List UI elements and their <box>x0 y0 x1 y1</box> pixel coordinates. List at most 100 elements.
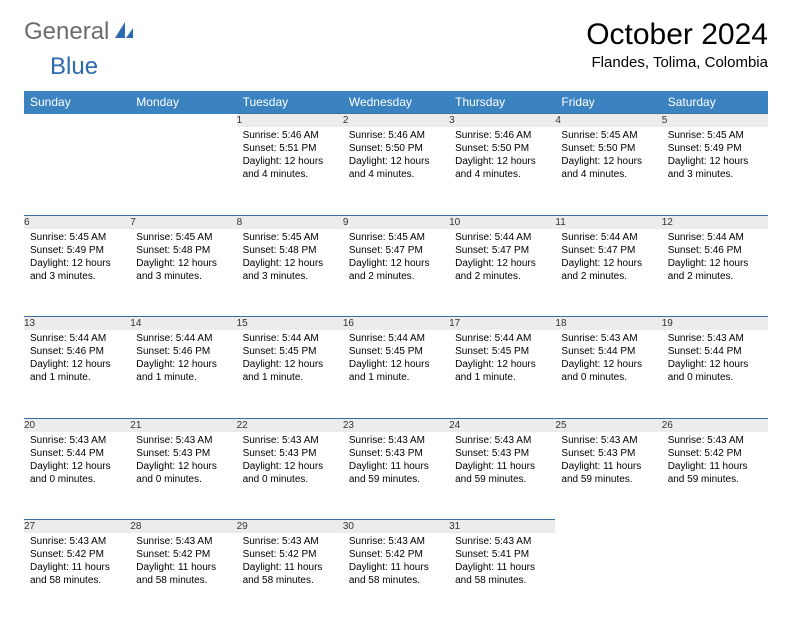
day-cell-body: Sunrise: 5:43 AMSunset: 5:43 PMDaylight:… <box>237 432 343 492</box>
sunrise-line: Sunrise: 5:43 AM <box>136 535 230 548</box>
day-header: Friday <box>555 91 661 114</box>
day-number: 15 <box>237 317 343 331</box>
sunrise-line: Sunrise: 5:45 AM <box>668 129 762 142</box>
day-cell: Sunrise: 5:44 AMSunset: 5:45 PMDaylight:… <box>343 330 449 418</box>
sunset-line: Sunset: 5:46 PM <box>136 345 230 358</box>
day-cell: Sunrise: 5:46 AMSunset: 5:50 PMDaylight:… <box>449 127 555 215</box>
sunset-line: Sunset: 5:47 PM <box>349 244 443 257</box>
day-number: 18 <box>555 317 661 331</box>
daylight-line: Daylight: 12 hours and 1 minute. <box>349 358 443 384</box>
daylight-line: Daylight: 12 hours and 4 minutes. <box>455 155 549 181</box>
day-cell-body: Sunrise: 5:44 AMSunset: 5:46 PMDaylight:… <box>662 229 768 289</box>
day-number: 11 <box>555 215 661 229</box>
week-daynum-row: 20212223242526 <box>24 418 768 432</box>
sunrise-line: Sunrise: 5:44 AM <box>136 332 230 345</box>
sunrise-line: Sunrise: 5:45 AM <box>136 231 230 244</box>
day-cell: Sunrise: 5:43 AMSunset: 5:43 PMDaylight:… <box>237 432 343 520</box>
daylight-line: Daylight: 11 hours and 58 minutes. <box>136 561 230 587</box>
sunset-line: Sunset: 5:43 PM <box>455 447 549 460</box>
day-cell: Sunrise: 5:44 AMSunset: 5:47 PMDaylight:… <box>449 229 555 317</box>
week-daynum-row: 6789101112 <box>24 215 768 229</box>
day-cell-body: Sunrise: 5:43 AMSunset: 5:42 PMDaylight:… <box>662 432 768 492</box>
week-body-row: Sunrise: 5:45 AMSunset: 5:49 PMDaylight:… <box>24 229 768 317</box>
day-cell: Sunrise: 5:44 AMSunset: 5:47 PMDaylight:… <box>555 229 661 317</box>
day-number: 6 <box>24 215 130 229</box>
day-cell: Sunrise: 5:43 AMSunset: 5:44 PMDaylight:… <box>555 330 661 418</box>
sunrise-line: Sunrise: 5:44 AM <box>668 231 762 244</box>
day-cell: Sunrise: 5:43 AMSunset: 5:42 PMDaylight:… <box>130 533 236 621</box>
sunset-line: Sunset: 5:50 PM <box>349 142 443 155</box>
sunset-line: Sunset: 5:49 PM <box>30 244 124 257</box>
calendar-table: SundayMondayTuesdayWednesdayThursdayFrid… <box>24 91 768 621</box>
empty-cell <box>662 520 768 534</box>
sunset-line: Sunset: 5:49 PM <box>668 142 762 155</box>
week-daynum-row: 13141516171819 <box>24 317 768 331</box>
sunrise-line: Sunrise: 5:43 AM <box>30 434 124 447</box>
sunset-line: Sunset: 5:44 PM <box>561 345 655 358</box>
day-header: Monday <box>130 91 236 114</box>
sunrise-line: Sunrise: 5:43 AM <box>455 434 549 447</box>
daylight-line: Daylight: 12 hours and 3 minutes. <box>30 257 124 283</box>
day-cell: Sunrise: 5:43 AMSunset: 5:42 PMDaylight:… <box>662 432 768 520</box>
sunrise-line: Sunrise: 5:43 AM <box>455 535 549 548</box>
sunrise-line: Sunrise: 5:45 AM <box>30 231 124 244</box>
daylight-line: Daylight: 12 hours and 0 minutes. <box>30 460 124 486</box>
week-body-row: Sunrise: 5:43 AMSunset: 5:42 PMDaylight:… <box>24 533 768 621</box>
day-header-row: SundayMondayTuesdayWednesdayThursdayFrid… <box>24 91 768 114</box>
sunset-line: Sunset: 5:42 PM <box>349 548 443 561</box>
day-cell-body: Sunrise: 5:43 AMSunset: 5:44 PMDaylight:… <box>662 330 768 390</box>
day-cell: Sunrise: 5:44 AMSunset: 5:45 PMDaylight:… <box>237 330 343 418</box>
daylight-line: Daylight: 12 hours and 2 minutes. <box>561 257 655 283</box>
day-number: 28 <box>130 520 236 534</box>
daylight-line: Daylight: 11 hours and 59 minutes. <box>561 460 655 486</box>
day-cell: Sunrise: 5:43 AMSunset: 5:43 PMDaylight:… <box>449 432 555 520</box>
day-cell-body: Sunrise: 5:46 AMSunset: 5:51 PMDaylight:… <box>237 127 343 187</box>
sunrise-line: Sunrise: 5:43 AM <box>349 535 443 548</box>
sunrise-line: Sunrise: 5:45 AM <box>561 129 655 142</box>
sunset-line: Sunset: 5:50 PM <box>561 142 655 155</box>
empty-cell <box>130 127 236 215</box>
empty-cell <box>662 533 768 621</box>
daylight-line: Daylight: 12 hours and 4 minutes. <box>349 155 443 181</box>
day-cell: Sunrise: 5:44 AMSunset: 5:46 PMDaylight:… <box>24 330 130 418</box>
daylight-line: Daylight: 12 hours and 2 minutes. <box>349 257 443 283</box>
sunset-line: Sunset: 5:44 PM <box>668 345 762 358</box>
daylight-line: Daylight: 12 hours and 3 minutes. <box>136 257 230 283</box>
daylight-line: Daylight: 11 hours and 59 minutes. <box>668 460 762 486</box>
day-number: 1 <box>237 114 343 128</box>
sunrise-line: Sunrise: 5:44 AM <box>455 231 549 244</box>
sunrise-line: Sunrise: 5:44 AM <box>349 332 443 345</box>
sunrise-line: Sunrise: 5:44 AM <box>243 332 337 345</box>
sunset-line: Sunset: 5:46 PM <box>668 244 762 257</box>
day-cell: Sunrise: 5:43 AMSunset: 5:43 PMDaylight:… <box>130 432 236 520</box>
day-cell-body: Sunrise: 5:43 AMSunset: 5:42 PMDaylight:… <box>130 533 236 593</box>
week-daynum-row: 12345 <box>24 114 768 128</box>
day-cell-body: Sunrise: 5:45 AMSunset: 5:50 PMDaylight:… <box>555 127 661 187</box>
daylight-line: Daylight: 12 hours and 1 minute. <box>30 358 124 384</box>
daylight-line: Daylight: 12 hours and 1 minute. <box>243 358 337 384</box>
day-cell-body: Sunrise: 5:43 AMSunset: 5:43 PMDaylight:… <box>343 432 449 492</box>
empty-cell <box>555 533 661 621</box>
day-cell: Sunrise: 5:45 AMSunset: 5:48 PMDaylight:… <box>237 229 343 317</box>
day-cell-body: Sunrise: 5:44 AMSunset: 5:45 PMDaylight:… <box>449 330 555 390</box>
day-cell-body: Sunrise: 5:44 AMSunset: 5:47 PMDaylight:… <box>449 229 555 289</box>
sunrise-line: Sunrise: 5:46 AM <box>243 129 337 142</box>
sunset-line: Sunset: 5:42 PM <box>243 548 337 561</box>
day-cell: Sunrise: 5:43 AMSunset: 5:42 PMDaylight:… <box>237 533 343 621</box>
week-body-row: Sunrise: 5:46 AMSunset: 5:51 PMDaylight:… <box>24 127 768 215</box>
day-cell: Sunrise: 5:45 AMSunset: 5:47 PMDaylight:… <box>343 229 449 317</box>
sunset-line: Sunset: 5:42 PM <box>30 548 124 561</box>
day-number: 20 <box>24 418 130 432</box>
day-number: 16 <box>343 317 449 331</box>
empty-cell <box>130 114 236 128</box>
day-cell: Sunrise: 5:43 AMSunset: 5:41 PMDaylight:… <box>449 533 555 621</box>
daylight-line: Daylight: 12 hours and 1 minute. <box>455 358 549 384</box>
day-number: 19 <box>662 317 768 331</box>
daylight-line: Daylight: 12 hours and 2 minutes. <box>668 257 762 283</box>
daylight-line: Daylight: 12 hours and 1 minute. <box>136 358 230 384</box>
sunrise-line: Sunrise: 5:46 AM <box>455 129 549 142</box>
day-number: 31 <box>449 520 555 534</box>
sunset-line: Sunset: 5:46 PM <box>30 345 124 358</box>
day-number: 25 <box>555 418 661 432</box>
sunset-line: Sunset: 5:48 PM <box>243 244 337 257</box>
